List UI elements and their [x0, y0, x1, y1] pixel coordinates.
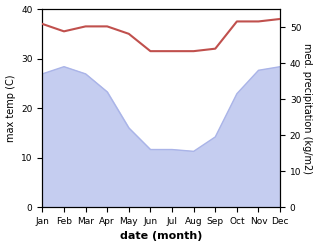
X-axis label: date (month): date (month): [120, 231, 203, 242]
Y-axis label: med. precipitation (kg/m2): med. precipitation (kg/m2): [302, 43, 313, 174]
Y-axis label: max temp (C): max temp (C): [5, 74, 16, 142]
